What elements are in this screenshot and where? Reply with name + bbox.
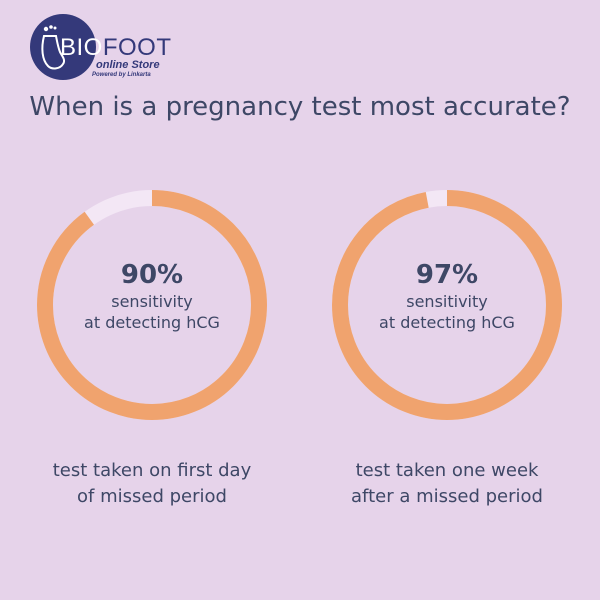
caption-line-2: of missed period xyxy=(77,486,227,507)
logo-wordmark: BIOFOOT xyxy=(60,34,172,61)
donut-center-label: 97% sensitivity at detecting hCG xyxy=(329,259,565,333)
donut-center-label: 90% sensitivity at detecting hCG xyxy=(34,259,270,333)
center-line-1: sensitivity xyxy=(111,292,193,311)
donut-chart-first-day: 90% sensitivity at detecting hCG xyxy=(34,187,270,423)
percent-value: 90% xyxy=(120,260,184,290)
caption-one-week: test taken one week after a missed perio… xyxy=(307,458,587,510)
donut-svg xyxy=(37,190,267,420)
center-line-1: sensitivity xyxy=(406,292,488,311)
caption-line-1: test taken on first day xyxy=(52,460,252,481)
center-line-2: at detecting hCG xyxy=(379,313,515,332)
percent-value: 97% xyxy=(415,260,479,290)
logo-circle xyxy=(30,14,96,80)
caption-first-day: test taken on first day of missed period xyxy=(12,458,292,510)
donut-chart-one-week: 97% sensitivity at detecting hCG xyxy=(329,187,565,423)
donut-svg xyxy=(332,190,562,420)
foot-icon xyxy=(41,25,66,70)
donut-value-arc xyxy=(37,190,267,420)
donut-value-arc xyxy=(332,190,562,420)
center-line-2: at detecting hCG xyxy=(84,313,220,332)
brand-logo: BIOFOOT online Store Powered by Linkarta xyxy=(30,14,210,82)
page-title: When is a pregnancy test most accurate? xyxy=(29,92,571,122)
caption-line-2: after a missed period xyxy=(351,486,543,507)
logo-powered-by: Powered by Linkarta xyxy=(92,72,151,78)
caption-line-1: test taken one week xyxy=(355,460,539,481)
logo-subtitle: online Store xyxy=(96,59,160,71)
